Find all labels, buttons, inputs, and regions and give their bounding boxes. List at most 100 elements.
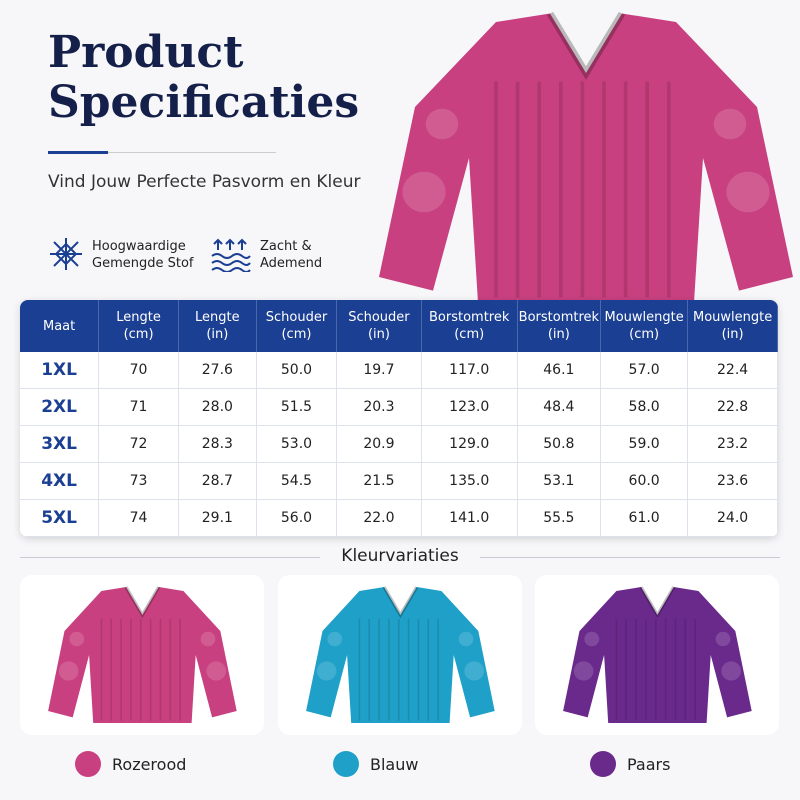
header-line: Borstomtrek: [429, 310, 510, 325]
hero-image: [378, 11, 793, 300]
breath-icon: [211, 238, 251, 272]
header-line: Lengte: [195, 310, 240, 325]
header-line: Mouwlengte: [604, 310, 684, 325]
color-name: Rozerood: [112, 755, 187, 774]
sweater: [378, 11, 793, 300]
variant-image: [563, 586, 752, 723]
table-cell: 141.0: [421, 499, 518, 537]
feature-line: Ademend: [260, 256, 323, 271]
table-cell: 117.0: [421, 352, 518, 389]
table-cell: 1XL: [20, 352, 100, 389]
table-cell: 22.8: [687, 388, 778, 426]
table-cell: 73: [98, 462, 179, 500]
table-cell: 48.4: [517, 388, 602, 426]
color-swatch: [333, 751, 359, 777]
header-cell: Schouder (in): [336, 300, 422, 352]
table-cell: 28.0: [178, 388, 257, 426]
title-line: Product: [48, 27, 244, 78]
table-cell: 2XL: [20, 388, 100, 426]
table-cell: 70: [98, 352, 179, 389]
table-cell: 74: [98, 499, 179, 537]
table-cell: 20.9: [336, 425, 422, 463]
table-cell: 57.0: [600, 352, 689, 389]
header-line: (in): [206, 327, 229, 342]
divider: [48, 152, 276, 153]
table-row: 5XL 74 29.1 56.0 22.0 141.0 55.5 61.0 24.0: [20, 499, 778, 537]
variant-image: [48, 586, 237, 723]
header-cell: Lengte (in): [178, 300, 257, 352]
table-cell: 3XL: [20, 425, 100, 463]
variant-card: [278, 575, 522, 735]
color-swatch: [75, 751, 101, 777]
header-cell: Borstomtrek (cm): [421, 300, 518, 352]
divider: [480, 557, 780, 558]
table-row: 3XL 72 28.3 53.0 20.9 129.0 50.8 59.0 23.2: [20, 425, 778, 463]
header-cell: Lengte (cm): [98, 300, 179, 352]
table-cell: 5XL: [20, 499, 100, 537]
subtitle: Vind Jouw Perfecte Pasvorm en Kleur: [48, 172, 361, 192]
variant-card: [535, 575, 779, 735]
header-line: (cm): [123, 327, 154, 342]
sweater: [563, 586, 752, 723]
header-line: Schouder: [348, 310, 410, 325]
table-cell: 28.7: [178, 462, 257, 500]
table-cell: 28.3: [178, 425, 257, 463]
table-cell: 61.0: [600, 499, 689, 537]
table-cell: 56.0: [256, 499, 338, 537]
table-cell: 58.0: [600, 388, 689, 426]
table-cell: 23.2: [687, 425, 778, 463]
size-table: Maat Lengte (cm) Lengte (in) Schouder (cm) Scho…: [20, 300, 778, 537]
color-name: Blauw: [370, 755, 419, 774]
section-title: Kleurvariaties: [341, 546, 459, 566]
header-cell: Schouder (cm): [256, 300, 338, 352]
table-cell: 60.0: [600, 462, 689, 500]
table-cell: 27.6: [178, 352, 257, 389]
header-cell: Mouwlengte (in): [687, 300, 778, 352]
color-name: Paars: [627, 755, 671, 774]
sweater: [306, 586, 495, 723]
header-line: Lengte: [116, 310, 161, 325]
table-cell: 71: [98, 388, 179, 426]
table-cell: 129.0: [421, 425, 518, 463]
table-cell: 53.0: [256, 425, 338, 463]
sweater: [48, 586, 237, 723]
header-row: Maat Lengte (cm) Lengte (in) Schouder (cm) Scho…: [20, 300, 778, 352]
table-cell: 19.7: [336, 352, 422, 389]
table-cell: 50.0: [256, 352, 338, 389]
color-swatch: [590, 751, 616, 777]
table-cell: 54.5: [256, 462, 338, 500]
table-cell: 123.0: [421, 388, 518, 426]
header-line: (cm): [281, 327, 312, 342]
table-cell: 72: [98, 425, 179, 463]
table-cell: 24.0: [687, 499, 778, 537]
table-cell: 46.1: [517, 352, 602, 389]
divider-accent: [48, 151, 108, 154]
header-line: (in): [721, 327, 744, 342]
table-cell: 135.0: [421, 462, 518, 500]
divider: [20, 557, 320, 558]
variant-image: [306, 586, 495, 723]
table-cell: 22.4: [687, 352, 778, 389]
table-cell: 59.0: [600, 425, 689, 463]
table-cell: 29.1: [178, 499, 257, 537]
feature-line: Zacht &: [260, 239, 312, 254]
title: Product Specificaties: [48, 28, 359, 128]
feature-line: Hoogwaardige: [92, 239, 186, 254]
feature: Hoogwaardige Gemengde Stof: [92, 238, 194, 272]
header-line: (cm): [629, 327, 660, 342]
header-cell: Mouwlengte (cm): [600, 300, 689, 352]
title-line: Specificaties: [48, 77, 360, 128]
header-line: (cm): [454, 327, 485, 342]
header-cell: Borstomtrek (in): [517, 300, 602, 352]
header-line: (in): [367, 327, 390, 342]
header-line: Maat: [42, 318, 76, 334]
table-card: Maat Lengte (cm) Lengte (in) Schouder (cm) Scho…: [20, 300, 778, 537]
header-line: (in): [547, 327, 570, 342]
table-cell: 50.8: [517, 425, 602, 463]
variant-card: [20, 575, 264, 735]
feature-line: Gemengde Stof: [92, 256, 194, 271]
table-cell: 22.0: [336, 499, 422, 537]
table-cell: 51.5: [256, 388, 338, 426]
fabric-icon: [50, 238, 82, 270]
